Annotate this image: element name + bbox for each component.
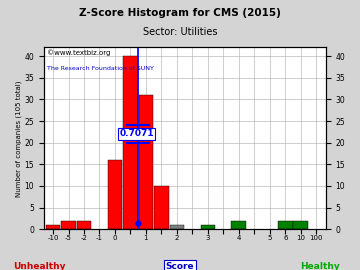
Bar [154,186,169,229]
Text: 0.7071: 0.7071 [119,130,154,139]
Bar [61,221,76,229]
Text: Z-Score Histogram for CMS (2015): Z-Score Histogram for CMS (2015) [79,8,281,18]
Bar [278,221,293,229]
Text: Sector: Utilities: Sector: Utilities [143,27,217,37]
Bar [46,225,60,229]
Text: The Research Foundation of SUNY: The Research Foundation of SUNY [46,66,153,70]
Text: Healthy: Healthy [301,262,340,270]
Bar [293,221,308,229]
Text: Unhealthy: Unhealthy [13,262,66,270]
Y-axis label: Number of companies (105 total): Number of companies (105 total) [15,80,22,197]
Text: Score: Score [166,262,194,270]
Bar [201,225,215,229]
Bar [170,225,184,229]
Bar [123,56,138,229]
Bar [139,95,153,229]
Bar [108,160,122,229]
Bar [231,221,246,229]
Bar [77,221,91,229]
Text: ©www.textbiz.org: ©www.textbiz.org [46,49,110,56]
